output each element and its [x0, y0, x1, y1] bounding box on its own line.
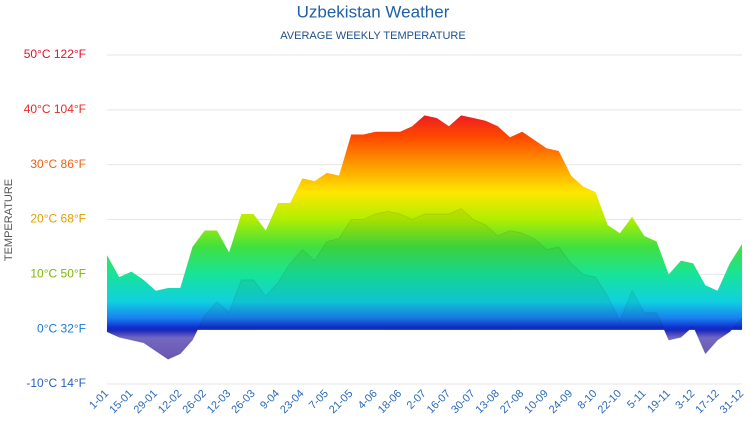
- y-tick-label: 40°C 104°F: [24, 102, 86, 116]
- y-tick-label: 0°C 32°F: [37, 321, 86, 335]
- x-tick-label: 19-11: [645, 388, 673, 416]
- y-tick-label: 20°C 68°F: [30, 212, 86, 226]
- y-tick-label: 30°C 86°F: [30, 157, 86, 171]
- x-tick-label: 30-07: [449, 388, 477, 416]
- temperature-area: [106, 207, 743, 360]
- chart-subtitle: AVERAGE WEEKLY TEMPERATURE: [280, 30, 465, 42]
- x-tick-label: 12-02: [156, 388, 184, 416]
- x-tick-label: 12-03: [205, 388, 233, 416]
- chart-title: Uzbekistan Weather: [297, 2, 450, 21]
- x-tick-label: 18-06: [376, 388, 404, 416]
- x-tick-label: 22-10: [596, 388, 624, 416]
- x-tick-label: 13-08: [474, 388, 502, 416]
- area-shade: [107, 208, 742, 360]
- x-tick-label: 31-12: [718, 388, 746, 416]
- x-tick-label: 21-05: [327, 388, 355, 416]
- y-axis-label: TEMPERATURE: [3, 179, 15, 261]
- x-tick-label: 27-08: [498, 388, 526, 416]
- x-tick-label: 29-01: [132, 388, 160, 416]
- y-tick-label: 50°C 122°F: [24, 47, 86, 61]
- x-tick-label: 24-09: [547, 388, 575, 416]
- x-tick-label: 15-01: [107, 388, 135, 416]
- x-tick-label: 23-04: [278, 388, 306, 416]
- x-tick-label: 16-07: [425, 388, 453, 416]
- y-tick-label: 10°C 50°F: [30, 267, 86, 281]
- x-tick-label: 10-09: [522, 388, 550, 416]
- x-tick-label: 17-12: [693, 388, 721, 416]
- x-tick-label: 26-02: [180, 388, 208, 416]
- y-tick-label: -10°C 14°F: [26, 376, 86, 390]
- x-tick-label: 26-03: [229, 388, 257, 416]
